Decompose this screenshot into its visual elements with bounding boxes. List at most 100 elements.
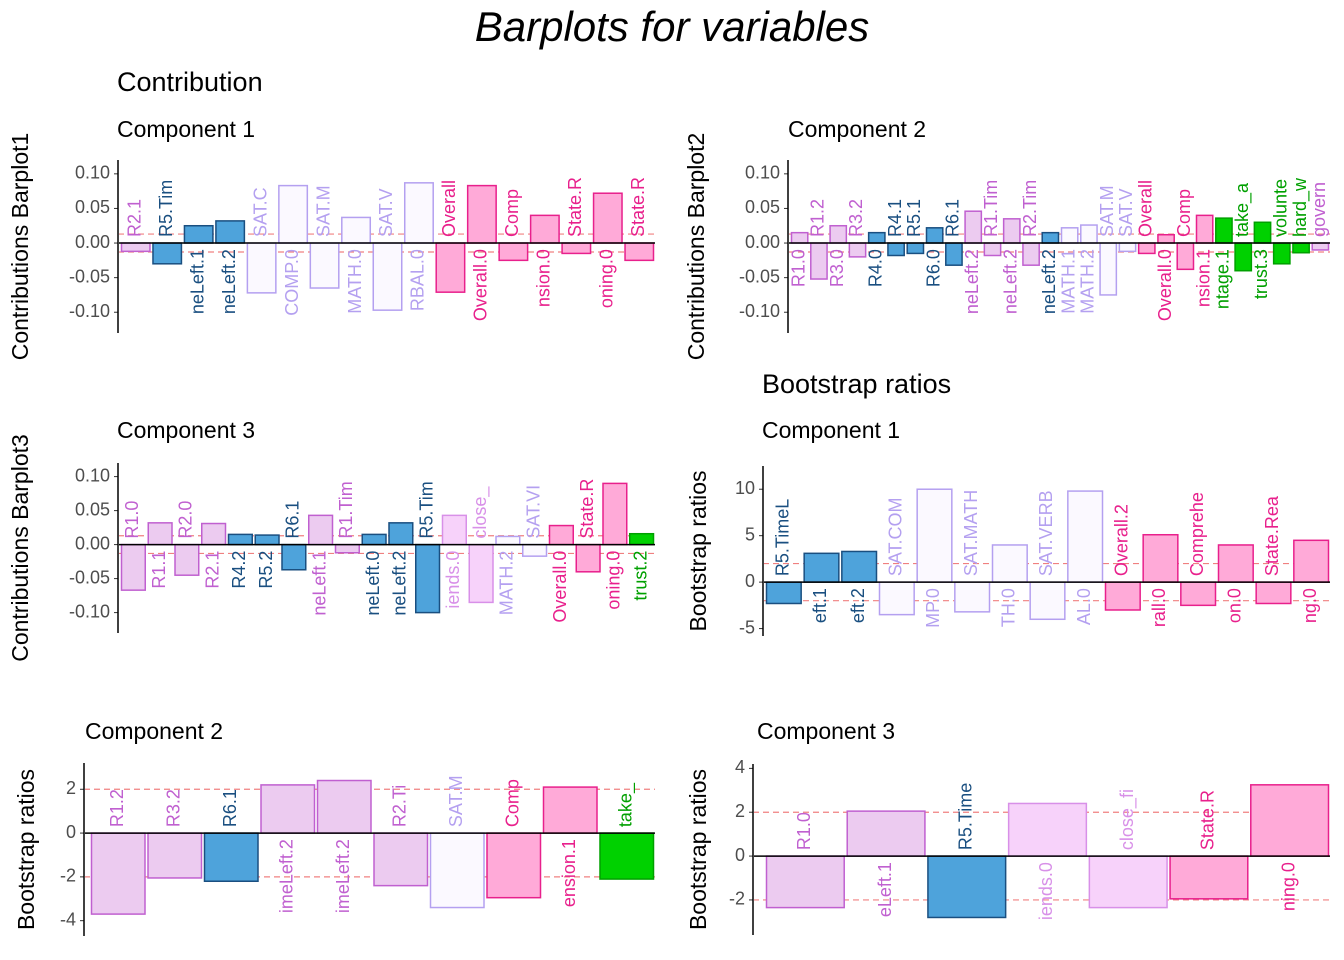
bar: [246, 242, 277, 294]
bar: [945, 242, 963, 266]
bar: [878, 581, 915, 616]
bar: [281, 543, 307, 571]
bar: [147, 832, 203, 879]
bar: [372, 242, 403, 311]
bar: [1022, 242, 1040, 266]
y-tick-label: 0.00: [75, 533, 110, 553]
plot-area: R2.1 R5.Tim neLeft.1 neLeft.2 SAT.C COMP.0 SAT…: [119, 177, 655, 321]
bar: [846, 810, 926, 857]
y-tick-label: 0.00: [745, 232, 780, 252]
y-axis-label: Contributions Barplot1: [7, 133, 33, 361]
bar-label: SAT.C: [250, 187, 270, 237]
bar: [599, 832, 655, 880]
bar-label: R4.2: [229, 551, 249, 589]
bar: [403, 182, 434, 244]
bar: [361, 533, 387, 546]
bar: [120, 543, 146, 591]
bar-label: R2.0: [176, 501, 196, 539]
bar: [1067, 490, 1104, 583]
bar-label: Overall.2: [1112, 504, 1132, 576]
bar: [1255, 581, 1292, 605]
bar-label: eft.1: [810, 588, 830, 623]
bar-label: R1.Tim: [336, 481, 356, 538]
bar-label: R1.0: [788, 249, 808, 287]
bar-label: MATH.1: [1058, 249, 1078, 314]
bar-label: trust.2: [630, 551, 650, 601]
bar-label: R1.0: [794, 812, 814, 850]
bar: [529, 214, 560, 244]
bar-label: SAT.VERB: [1036, 490, 1056, 576]
y-tick-label: 0.10: [745, 163, 780, 183]
y-tick-label: 0.10: [75, 465, 110, 485]
panel-subtitle: Component 1: [117, 116, 255, 142]
bar-label: State.R: [628, 177, 648, 237]
bar-label: State.R: [565, 177, 585, 237]
y-tick-label: 0.05: [75, 499, 110, 519]
bar: [120, 242, 151, 253]
bar: [334, 543, 360, 554]
bar: [927, 855, 1007, 919]
bar-label: R1.0: [122, 501, 142, 539]
y-tick-label: 0.00: [75, 232, 110, 252]
bar-label: oning.0: [597, 249, 617, 308]
bar-label: R3.0: [827, 249, 847, 287]
bar: [867, 231, 886, 244]
bar-label: neLeft.0: [363, 551, 383, 616]
bar-label: MATH.2: [1078, 249, 1098, 314]
bar-label: Overall: [439, 180, 459, 237]
bar: [441, 514, 467, 546]
bar: [602, 482, 628, 546]
y-tick-label: 2: [735, 801, 745, 821]
bar-label: imeLeft.2: [333, 839, 353, 913]
y-tick-label: 0.10: [75, 163, 110, 183]
bar-label: R5.1: [904, 199, 924, 237]
y-tick-label: 10: [735, 478, 755, 498]
bar-label: SAT.V: [1116, 188, 1136, 237]
bar: [174, 543, 200, 576]
bar-label: SAT.M: [446, 775, 466, 827]
bar-label: eLeft.1: [875, 862, 895, 917]
bar-label: R2.Ti: [390, 785, 410, 827]
bar: [906, 242, 925, 255]
bar: [629, 532, 655, 546]
y-axis-label: Contributions Barplot2: [683, 133, 709, 361]
bar: [1007, 802, 1088, 857]
bar: [260, 784, 316, 834]
bar: [1180, 581, 1217, 607]
bar-label: R5.2: [256, 551, 276, 589]
bar-label: rall.0: [1149, 588, 1169, 627]
plot-area: R1.0R1.2 R3.0 R3.2R4.0 R4.1 R5.1 R6.0R6.1 neLe…: [788, 177, 1330, 321]
bar: [147, 522, 173, 546]
panel: Contribution Component 1 Contributions Bar…: [7, 67, 655, 360]
bar-label: Comp: [1174, 189, 1194, 237]
y-tick-label: -4: [60, 909, 76, 929]
bar-label: R2.1: [202, 551, 222, 589]
plot-area: R1.2 R3.2 R6.1 imeLeft.2 imeLeft.2 R2.Ti SAT.M…: [85, 775, 655, 915]
bar: [848, 242, 867, 258]
bar: [1253, 221, 1272, 244]
bar: [1029, 581, 1066, 621]
bar-label: COMP.0: [282, 249, 302, 316]
y-axis-label: Bootstrap ratios: [13, 769, 39, 930]
bar: [1099, 242, 1118, 296]
bar-label: RBAL.0: [408, 249, 428, 311]
bar: [316, 779, 372, 834]
bar-label: SAT.COM: [886, 497, 906, 576]
bar-label: iends.0: [443, 551, 463, 609]
bar-label: ntage.1: [1213, 249, 1233, 309]
bar-label: MATH.0: [345, 249, 365, 314]
bar-label: State.Rea: [1262, 495, 1282, 576]
bar: [341, 216, 372, 244]
bar: [1041, 231, 1060, 244]
bar-label: R6.1: [943, 199, 963, 237]
bar: [495, 535, 521, 546]
bar: [1169, 855, 1249, 900]
bar-label: R6.1: [283, 501, 303, 539]
bar: [1080, 224, 1098, 244]
bar-label: SAT.V: [376, 188, 396, 237]
bar-label: ng.0: [1300, 588, 1320, 623]
bar-label: R4.0: [866, 249, 886, 287]
bar-label: Overall.0: [550, 551, 570, 623]
panel-title: Contribution: [117, 67, 263, 97]
